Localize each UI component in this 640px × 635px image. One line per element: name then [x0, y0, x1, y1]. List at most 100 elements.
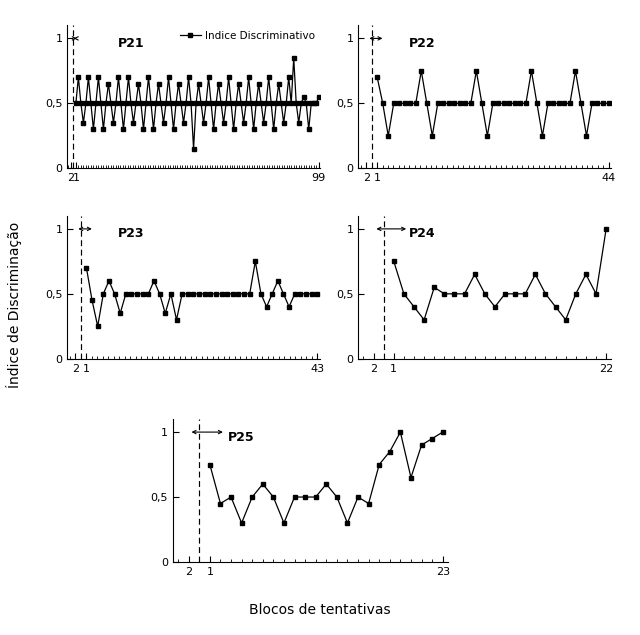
Indice Discriminativo	[506, 100, 513, 107]
Indice Discriminativo	[516, 100, 524, 107]
Indice Discriminativo	[379, 100, 387, 107]
Indice Discriminativo	[511, 100, 519, 107]
Indice Discriminativo	[582, 132, 590, 140]
Indice Discriminativo	[412, 100, 420, 107]
Indice Discriminativo	[572, 290, 580, 298]
Indice Discriminativo	[99, 290, 107, 298]
Indice Discriminativo	[314, 290, 321, 298]
Indice Discriminativo	[602, 225, 610, 232]
Indice Discriminativo	[451, 100, 458, 107]
Line: Indice Discriminativo: Indice Discriminativo	[375, 69, 611, 138]
Indice Discriminativo	[179, 290, 186, 298]
Indice Discriminativo	[396, 100, 403, 107]
Indice Discriminativo	[133, 290, 141, 298]
Indice Discriminativo	[354, 493, 362, 501]
Indice Discriminativo	[491, 303, 499, 311]
Indice Discriminativo	[481, 290, 489, 298]
Indice Discriminativo	[582, 271, 590, 278]
Indice Discriminativo	[315, 93, 323, 100]
Indice Discriminativo	[397, 428, 404, 436]
Indice Discriminativo	[210, 126, 218, 133]
Indice Discriminativo	[223, 290, 231, 298]
Indice Discriminativo	[539, 132, 547, 140]
Indice Discriminativo	[280, 519, 288, 527]
Indice Discriminativo	[461, 100, 469, 107]
Indice Discriminativo	[87, 100, 95, 107]
Indice Discriminativo	[401, 100, 408, 107]
Indice Discriminativo	[561, 100, 568, 107]
Indice Discriminativo	[201, 290, 209, 298]
Indice Discriminativo	[161, 309, 169, 317]
Indice Discriminativo	[296, 290, 304, 298]
Indice Discriminativo	[263, 303, 271, 311]
Indice Discriminativo	[533, 100, 541, 107]
Indice Discriminativo	[428, 132, 436, 140]
Indice Discriminativo	[420, 316, 428, 324]
Text: P22: P22	[409, 37, 436, 50]
Indice Discriminativo	[456, 100, 463, 107]
Indice Discriminativo	[274, 277, 282, 284]
Indice Discriminativo	[150, 277, 158, 284]
Indice Discriminativo	[471, 271, 479, 278]
Indice Discriminativo	[302, 290, 310, 298]
Indice Discriminativo	[500, 100, 508, 107]
Indice Discriminativo	[111, 290, 118, 298]
Indice Discriminativo	[212, 290, 220, 298]
Indice Discriminativo	[92, 100, 100, 107]
Text: P21: P21	[118, 37, 145, 50]
Indice Discriminativo	[373, 74, 381, 81]
Indice Discriminativo	[440, 100, 447, 107]
Indice Discriminativo	[156, 290, 163, 298]
Indice Discriminativo	[268, 290, 276, 298]
Indice Discriminativo	[238, 519, 246, 527]
Line: Indice Discriminativo: Indice Discriminativo	[74, 56, 321, 151]
Indice Discriminativo	[431, 283, 438, 291]
Indice Discriminativo	[235, 290, 243, 298]
Indice Discriminativo	[527, 67, 535, 75]
Indice Discriminativo	[588, 100, 596, 107]
Indice Discriminativo	[83, 264, 90, 272]
Indice Discriminativo	[248, 493, 256, 501]
Indice Discriminativo	[94, 323, 102, 330]
Indice Discriminativo	[428, 435, 436, 443]
Indice Discriminativo	[189, 145, 197, 152]
Indice Discriminativo	[116, 309, 124, 317]
Indice Discriminativo	[386, 448, 394, 455]
Text: P23: P23	[118, 227, 144, 240]
Indice Discriminativo	[552, 303, 559, 311]
Indice Discriminativo	[478, 100, 486, 107]
Indice Discriminativo	[400, 290, 408, 298]
Indice Discriminativo	[440, 290, 448, 298]
Indice Discriminativo	[269, 493, 277, 501]
Indice Discriminativo	[550, 100, 557, 107]
Line: Indice Discriminativo: Indice Discriminativo	[208, 430, 445, 525]
Indice Discriminativo	[207, 290, 214, 298]
Indice Discriminativo	[423, 100, 431, 107]
Indice Discriminativo	[139, 290, 147, 298]
Text: P24: P24	[409, 227, 436, 240]
Indice Discriminativo	[410, 303, 418, 311]
Indice Discriminativo	[127, 290, 135, 298]
Indice Discriminativo	[418, 441, 426, 449]
Indice Discriminativo	[501, 290, 509, 298]
Indice Discriminativo	[434, 100, 442, 107]
Indice Discriminativo	[541, 290, 549, 298]
Indice Discriminativo	[291, 493, 298, 501]
Indice Discriminativo	[599, 100, 607, 107]
Text: P25: P25	[228, 431, 255, 443]
Indice Discriminativo	[229, 290, 237, 298]
Indice Discriminativo	[333, 493, 340, 501]
Indice Discriminativo	[605, 100, 612, 107]
Indice Discriminativo	[532, 271, 540, 278]
Indice Discriminativo	[594, 100, 602, 107]
Indice Discriminativo	[385, 132, 392, 140]
Indice Discriminativo	[461, 290, 468, 298]
Indice Discriminativo	[240, 290, 248, 298]
Indice Discriminativo	[188, 100, 195, 107]
Indice Discriminativo	[495, 100, 502, 107]
Indice Discriminativo	[522, 100, 530, 107]
Indice Discriminativo	[218, 290, 225, 298]
Indice Discriminativo	[257, 290, 265, 298]
Indice Discriminativo	[484, 132, 492, 140]
Indice Discriminativo	[173, 316, 180, 324]
